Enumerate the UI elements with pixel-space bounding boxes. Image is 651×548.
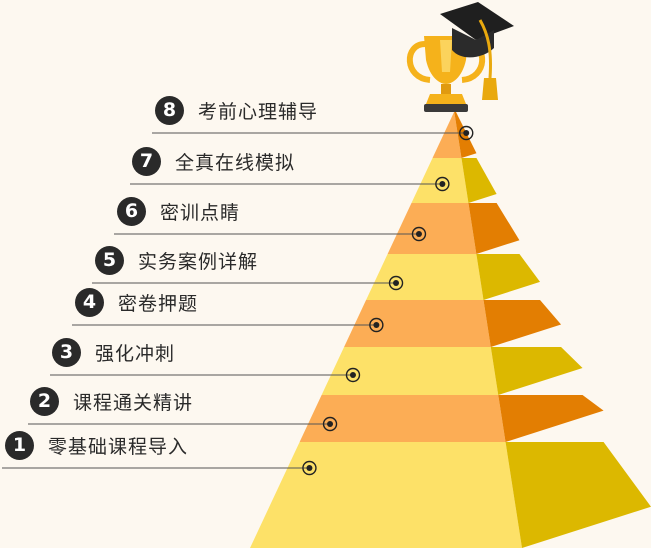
marker-ring — [322, 416, 338, 432]
pyramid-layer-side — [468, 203, 520, 254]
level-text: 实务案例详解 — [138, 250, 259, 273]
level-text: 强化冲刺 — [95, 342, 176, 365]
pyramid-layer-side — [476, 254, 541, 300]
marker-ring — [459, 125, 474, 141]
marker-ring — [369, 317, 384, 333]
level-label-2: 2 课程通关精讲 — [30, 384, 193, 418]
pyramid-layer-front — [250, 442, 522, 548]
level-label-4: 4 密卷押题 — [75, 285, 198, 319]
pyramid-layer-front — [432, 110, 462, 158]
level-number-badge: 5 — [95, 245, 124, 275]
pyramid-layer-front — [366, 254, 484, 300]
level-number-badge: 6 — [117, 196, 146, 226]
level-label-6: 6 密训点睛 — [117, 194, 240, 228]
marker-dot — [463, 130, 470, 136]
level-number-badge: 7 — [132, 146, 161, 176]
level-number-badge: 8 — [155, 95, 184, 125]
marker-ring — [411, 226, 427, 242]
pyramid-layer-front — [299, 395, 506, 442]
pyramid-layer-front — [321, 347, 499, 395]
level-text: 课程通关精讲 — [73, 391, 194, 414]
marker-dot — [439, 181, 446, 187]
marker-dot — [327, 421, 334, 427]
level-label-8: 8 考前心理辅导 — [155, 93, 318, 127]
level-number-badge: 2 — [30, 386, 59, 416]
level-text: 密训点睛 — [160, 201, 241, 224]
level-text: 全真在线模拟 — [175, 151, 296, 174]
marker-ring — [388, 275, 404, 291]
level-text: 考前心理辅导 — [198, 100, 319, 123]
level-text: 零基础课程导入 — [48, 435, 189, 458]
level-label-7: 7 全真在线模拟 — [132, 144, 295, 178]
graduation-cap-icon — [440, 2, 514, 100]
level-text: 密卷押题 — [118, 292, 199, 315]
level-label-3: 3 强化冲刺 — [52, 335, 175, 369]
pyramid-layer-side — [490, 347, 583, 395]
marker-dot — [373, 322, 380, 328]
marker-dot — [349, 372, 356, 378]
pyramid-layer-side — [461, 158, 497, 203]
marker-ring — [345, 367, 361, 383]
marker-dot — [415, 231, 422, 237]
level-number-badge: 1 — [5, 430, 34, 460]
marker-ring — [302, 460, 317, 476]
marker-ring — [435, 176, 450, 192]
pyramid-layer-front — [411, 158, 469, 203]
level-number-badge: 3 — [52, 337, 81, 367]
pyramid-layer-side — [505, 442, 651, 548]
level-label-5: 5 实务案例详解 — [95, 243, 258, 277]
marker-dot — [306, 465, 313, 471]
level-number-badge: 4 — [75, 287, 104, 317]
pyramid-layer-side — [498, 395, 604, 442]
level-label-1: 1 零基础课程导入 — [5, 428, 188, 462]
pyramid-layer-front — [344, 300, 491, 347]
pyramid-layer-side — [483, 300, 562, 347]
pyramid-layer-front — [387, 203, 477, 254]
marker-dot — [393, 280, 400, 286]
